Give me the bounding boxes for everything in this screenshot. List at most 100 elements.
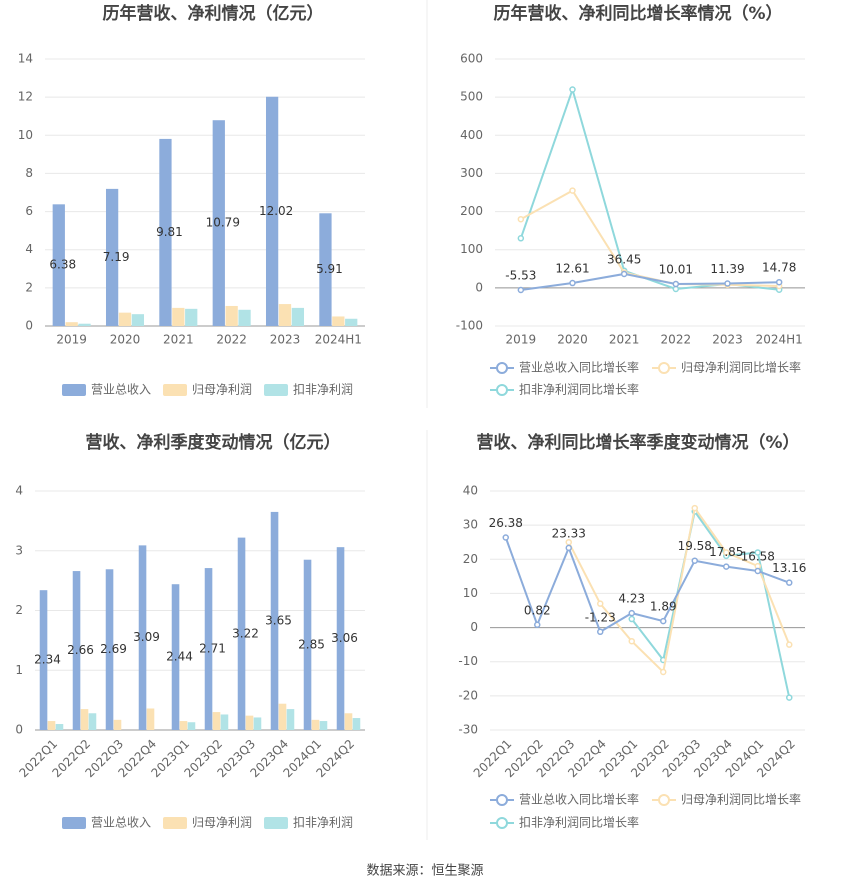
data-label: 1.89 [650,600,677,614]
bar [171,584,180,730]
chart-title: 历年营收、净利同比增长率情况（%） [493,3,782,24]
point [569,86,576,93]
legend-swatch [496,362,508,374]
point [517,235,525,242]
bar [146,708,155,730]
x-tick-label: 2023 [270,333,301,347]
bar [118,312,132,326]
data-label: 7.19 [103,250,130,264]
bar [270,511,279,730]
data-label: 17.85 [709,545,743,559]
point [628,615,635,623]
y-tick-label: 12 [18,90,33,104]
point [597,628,604,636]
point [672,280,680,288]
x-tick-label: 2021 [609,333,640,347]
source: 数据来源：恒生聚源 [366,864,483,879]
y-tick-label: 0 [475,280,483,294]
bar [253,717,262,730]
point [786,694,793,701]
y-tick-label: 4 [15,484,23,498]
data-label: 2.69 [100,642,127,656]
y-tick-label: -100 [456,319,483,333]
y-tick-label: 2 [25,280,33,294]
bar [105,188,119,326]
point [565,544,572,552]
point [786,579,793,586]
bar [172,307,185,326]
point [628,637,635,645]
y-tick-label: 400 [460,128,483,142]
data-label: 6.38 [49,258,76,272]
legend-label: 营业总收入 [91,816,151,830]
x-tick-label: 2024H1 [756,333,803,347]
bar [39,590,48,730]
legend-swatch [62,384,86,396]
chart-title: 历年营收、净利情况（亿元） [103,3,324,24]
legend-swatch [264,817,288,829]
y-tick-label: 0 [25,319,33,333]
data-label: 26.38 [489,516,523,530]
data-label: 3.09 [133,630,160,644]
y-tick-label: 40 [463,484,478,498]
bar [345,318,358,326]
bar [204,568,213,730]
y-tick-label: 100 [460,242,483,256]
bar [245,715,254,730]
legend-label: 扣非净利润同比增长率 [519,382,639,397]
legend-swatch [658,362,670,374]
data-label: 23.33 [552,526,586,540]
bar [265,96,279,326]
bar [88,713,97,730]
data-label: 16.58 [741,549,775,563]
data-label: 5.91 [316,262,343,276]
point [534,621,541,629]
data-label: 2.66 [67,643,94,657]
point [517,286,525,294]
y-tick-label: -30 [458,723,478,737]
x-tick-label: 2020 [557,333,588,347]
data-label: 9.81 [156,225,183,239]
y-tick-label: 10 [463,586,478,600]
data-label: -5.53 [505,268,536,282]
data-label: 2.71 [199,642,226,656]
y-tick-label: -10 [458,654,478,668]
legend-swatch [62,817,86,829]
legend-label: 营业总收入同比增长率 [519,792,639,807]
bar [220,714,229,730]
legend-label: 归母净利润同比增长率 [681,360,801,375]
bar [78,323,91,326]
point [724,280,731,287]
x-tick-label: 2022 [661,333,692,347]
bar [303,559,312,730]
bar [179,721,188,730]
data-label: 14.78 [762,261,796,275]
bar [185,308,198,326]
legend-swatch [163,384,187,396]
point [723,549,730,556]
bar [352,718,361,730]
point [597,600,604,607]
bar [131,314,145,326]
bar [212,120,225,326]
data-label: 13.16 [772,561,806,575]
bar [72,571,81,730]
y-tick-label: 14 [18,52,33,66]
y-tick-label: 600 [460,52,483,66]
bar [311,719,320,730]
legend-swatch [264,384,288,396]
bar [332,316,345,326]
bar [52,204,65,326]
y-tick-label: -20 [458,688,478,702]
y-tick-label: 300 [460,166,483,180]
point [660,617,667,625]
y-tick-label: 30 [463,518,478,532]
bar [187,722,196,730]
y-tick-label: 0 [15,723,23,737]
data-label: 4.23 [618,592,645,606]
bar [159,138,172,326]
y-tick-label: 20 [463,552,478,566]
data-label: 12.02 [259,204,293,218]
x-tick-label: 2022 [216,333,247,347]
x-tick-label: 2020 [110,333,141,347]
